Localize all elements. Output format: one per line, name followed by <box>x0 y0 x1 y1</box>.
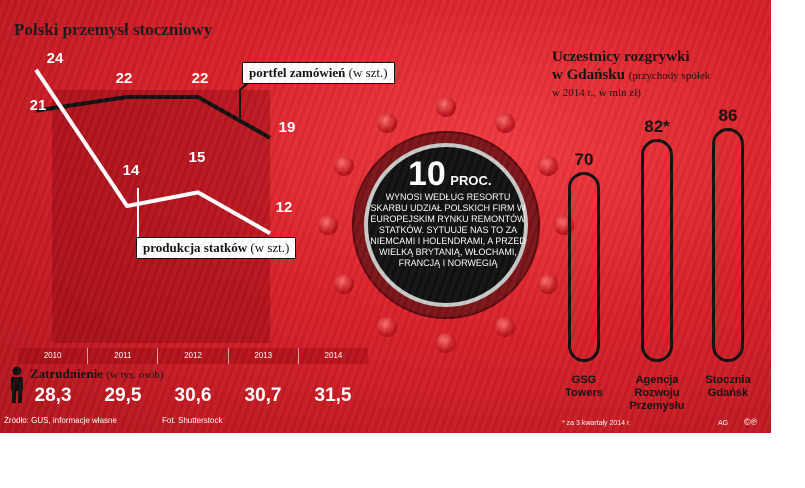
porthole <box>354 133 538 317</box>
bolt-icon <box>538 274 559 294</box>
production-callout: produkcja statków (w szt.) <box>136 237 297 259</box>
bolt-icon <box>333 274 354 294</box>
porthole-text: WYNOSI WEDŁUG RESORTU SKARBU UDZIAŁ POLS… <box>370 192 526 268</box>
orders-data-label: 19 <box>279 119 296 136</box>
bolt-icon <box>377 112 397 133</box>
company-name-label: Agencja Rozwoju Przemysłu <box>629 374 685 412</box>
bolt-icon <box>495 112 515 133</box>
years-axis: 2010 2011 2012 2013 2014 <box>18 348 368 364</box>
footnote: * za 3 kwartały 2014 r. <box>562 420 631 427</box>
employment-value: 31,5 <box>314 385 352 406</box>
production-series-line <box>34 68 271 235</box>
right-title-line2: w Gdańsku <box>552 67 625 83</box>
bolt-icon <box>436 97 456 117</box>
production-data-label: 24 <box>47 50 64 67</box>
percent-unit: PROC. <box>450 173 492 188</box>
percent-figure: 10 PROC. <box>408 155 491 194</box>
orders-data-label: 22 <box>192 70 209 87</box>
employment-value: 28,3 <box>34 385 72 406</box>
bolt-icon <box>495 317 515 338</box>
chart-highlight-band <box>52 90 270 343</box>
year-label: 2014 <box>297 348 368 364</box>
bolt-icon <box>377 317 397 338</box>
copyright-icon: ©℗ <box>744 417 758 427</box>
bolt-icon <box>538 156 559 176</box>
year-label: 2013 <box>227 348 298 364</box>
person-icon <box>11 366 23 403</box>
bolt-icon <box>333 156 354 176</box>
line-chart: 21 22 22 19 24 14 15 12 <box>30 50 296 235</box>
right-chart-subtitle: w 2014 r., w mln zł) <box>552 87 641 99</box>
source-note: Źródło: GUS, informacje własne <box>4 416 117 425</box>
employment-value: 29,5 <box>104 385 142 406</box>
orders-data-label: 22 <box>116 70 133 87</box>
revenue-bar <box>568 171 600 362</box>
orders-series-line <box>35 95 271 140</box>
percent-value: 10 <box>408 155 446 193</box>
production-unit: (w szt.) <box>250 240 290 255</box>
year-label: 2010 <box>43 351 62 360</box>
orders-data-label: 21 <box>30 97 47 114</box>
bolt-icon <box>554 215 574 235</box>
orders-unit: (w szt.) <box>348 65 388 80</box>
company-name-label: GSG Towers <box>565 374 603 399</box>
revenue-value-label: 82* <box>644 116 670 136</box>
right-title-line1: Uczestnicy rozgrywki <box>552 49 690 65</box>
orders-leader-line <box>239 69 263 118</box>
revenue-value-label: 86 <box>718 106 738 126</box>
company-name-label: Stocznia Gdańsk <box>705 374 751 399</box>
production-data-label: 14 <box>123 162 140 179</box>
employment-label: Zatrudnienie <box>30 366 103 381</box>
infographic-panel: Polski przemysł stoczniowy 21 22 22 19 24 14 1… <box>0 0 771 433</box>
production-label: produkcja statków <box>143 240 248 255</box>
production-data-label: 15 <box>189 149 206 166</box>
bolt-icon <box>318 215 338 235</box>
employment-value: 30,6 <box>174 385 212 406</box>
employment-unit: (w tys. osób) <box>106 369 164 381</box>
photo-credit: Fot. Shutterstock <box>162 416 223 425</box>
production-data-label: 12 <box>276 199 293 216</box>
year-label: 2011 <box>87 348 157 364</box>
porthole-window <box>364 143 528 307</box>
bolt-icon <box>436 333 456 353</box>
revenue-bar <box>641 138 673 362</box>
employment-title: Zatrudnienie (w tys. osób) <box>30 366 163 382</box>
revenue-bar <box>712 128 744 362</box>
orders-label: portfel zamówień <box>249 65 346 80</box>
right-chart-title: Uczestnicy rozgrywki w Gdańsku (przychod… <box>552 48 710 85</box>
right-title-paren: (przychody spółek <box>628 70 711 82</box>
year-label: 2012 <box>157 348 227 364</box>
author-credit: AG <box>718 420 729 427</box>
revenue-value-label: 70 <box>574 149 594 169</box>
orders-callout: portfel zamówień (w szt.) <box>242 62 395 84</box>
page-title: Polski przemysł stoczniowy <box>14 20 213 39</box>
employment-value: 30,7 <box>244 385 282 406</box>
